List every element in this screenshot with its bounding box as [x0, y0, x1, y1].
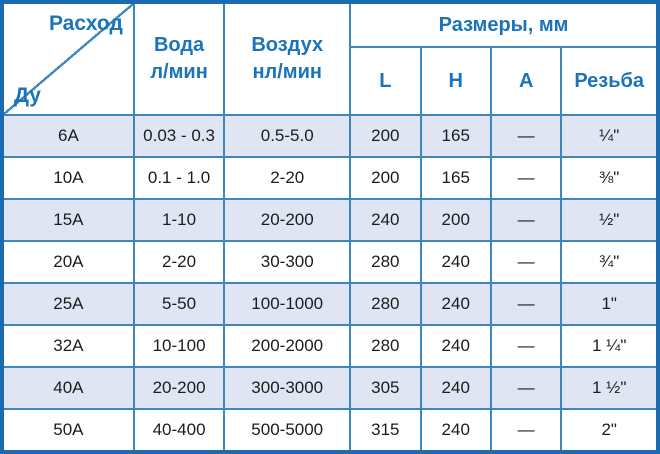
h-cell: 240 — [419, 282, 492, 326]
l-cell: 280 — [349, 282, 422, 326]
h-cell: 240 — [419, 408, 492, 453]
air-cell: 20-200 — [223, 198, 352, 242]
header-row-sub: L H A Резьба — [2, 46, 659, 116]
thread-cell: ¾" — [560, 240, 659, 284]
h-cell: 240 — [419, 366, 492, 410]
header-water-line2: л/мин — [150, 61, 208, 83]
water-cell: 5-50 — [132, 282, 226, 326]
header-air-line2: нл/мин — [252, 61, 322, 83]
thread-cell: ½" — [560, 198, 659, 242]
a-cell: — — [489, 324, 563, 368]
l-cell: 240 — [349, 198, 422, 242]
l-cell: 200 — [349, 156, 422, 200]
water-cell: 10-100 — [132, 324, 226, 368]
header-h: H — [419, 46, 492, 116]
du-cell: 15A — [1, 198, 135, 242]
thread-cell: ¼" — [560, 114, 659, 158]
table-row: 10A 0.1 - 1.0 2-20 200 165 — ⅜" — [1, 156, 659, 200]
header-row-top: Расход Ду Вода л/мин Воздух нл/мин Разме… — [1, 1, 659, 116]
l-cell: 280 — [349, 324, 422, 368]
water-cell: 40-400 — [132, 408, 226, 453]
du-cell: 32A — [1, 324, 135, 368]
table-row: 32A 10-100 200-2000 280 240 — 1 ¼" — [1, 324, 659, 368]
du-cell: 50A — [1, 408, 135, 453]
l-cell: 200 — [349, 114, 422, 158]
a-cell: — — [489, 240, 563, 284]
thread-cell: 2" — [560, 408, 659, 453]
table-row: 15A 1-10 20-200 240 200 — ½" — [1, 198, 659, 242]
h-cell: 165 — [419, 114, 492, 158]
corner-diagonal-cell: Расход Ду — [1, 1, 135, 116]
header-water-line1: Вода — [153, 34, 205, 56]
thread-cell: 1" — [560, 282, 659, 326]
du-cell: 20A — [1, 240, 135, 284]
a-cell: — — [489, 156, 563, 200]
water-cell: 1-10 — [132, 198, 226, 242]
a-cell: — — [489, 408, 563, 453]
water-cell: 2-20 — [132, 240, 226, 284]
header-l: L — [349, 46, 422, 116]
water-cell: 0.1 - 1.0 — [132, 156, 226, 200]
header-air-line1: Воздух — [251, 34, 324, 56]
table-row: 20A 2-20 30-300 280 240 — ¾" — [1, 240, 659, 284]
corner-label-flow: Расход — [48, 12, 123, 35]
air-cell: 0.5-5.0 — [223, 114, 352, 158]
header-water: Вода л/мин — [132, 1, 226, 116]
du-cell: 10A — [1, 156, 135, 200]
header-a: A — [489, 46, 563, 116]
air-cell: 200-2000 — [223, 324, 352, 368]
water-cell: 20-200 — [132, 366, 226, 410]
thread-cell: 1 ½" — [560, 366, 659, 410]
l-cell: 305 — [349, 366, 422, 410]
air-cell: 30-300 — [223, 240, 352, 284]
table-row: 50A 40-400 500-5000 315 240 — 2" — [1, 408, 659, 453]
a-cell: — — [489, 366, 563, 410]
h-cell: 240 — [419, 324, 492, 368]
header-dimensions-group: Размеры, мм — [349, 1, 659, 48]
air-cell: 300-3000 — [223, 366, 352, 410]
l-cell: 315 — [349, 408, 422, 453]
header-thread: Резьба — [560, 46, 659, 116]
water-cell: 0.03 - 0.3 — [132, 114, 226, 158]
thread-cell: 1 ¼" — [560, 324, 659, 368]
thread-cell: ⅜" — [560, 156, 659, 200]
du-cell: 6A — [1, 114, 135, 158]
l-cell: 280 — [349, 240, 422, 284]
table-row: 6A 0.03 - 0.3 0.5-5.0 200 165 — ¼" — [1, 114, 659, 158]
h-cell: 240 — [419, 240, 492, 284]
table-row: 40A 20-200 300-3000 305 240 — 1 ½" — [1, 366, 659, 410]
a-cell: — — [489, 114, 563, 158]
air-cell: 2-20 — [223, 156, 352, 200]
du-cell: 25A — [1, 282, 135, 326]
air-cell: 500-5000 — [223, 408, 352, 453]
corner-label-du: Ду — [14, 84, 41, 107]
du-cell: 40A — [1, 366, 135, 410]
header-air: Воздух нл/мин — [223, 1, 352, 116]
h-cell: 200 — [419, 198, 492, 242]
a-cell: — — [489, 282, 563, 326]
air-cell: 100-1000 — [223, 282, 352, 326]
table-row: 25A 5-50 100-1000 280 240 — 1" — [1, 282, 659, 326]
h-cell: 165 — [419, 156, 492, 200]
a-cell: — — [489, 198, 563, 242]
